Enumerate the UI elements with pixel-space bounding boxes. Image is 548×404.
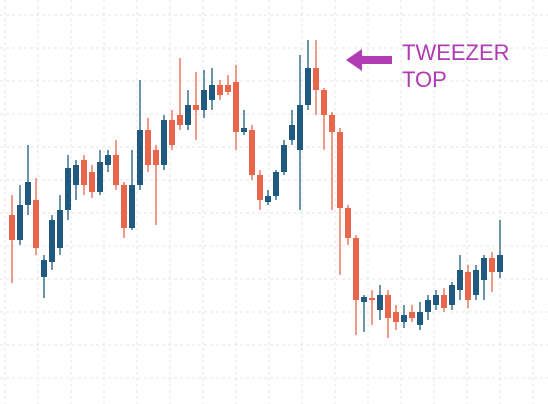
candle-body (401, 315, 407, 322)
candle-body (217, 85, 223, 95)
candle-body (33, 200, 39, 248)
horizontal-grid (0, 14, 548, 379)
candle-body (481, 258, 487, 280)
candle-body (345, 208, 351, 238)
candle-body (353, 238, 359, 300)
candle-body (393, 312, 399, 322)
candle-body (105, 155, 111, 165)
candle-body (137, 130, 143, 185)
candle-body (377, 295, 383, 310)
candle-body (441, 295, 447, 308)
candle-body (193, 105, 199, 110)
candle-body (289, 125, 295, 140)
candle-body (49, 220, 55, 262)
candle-body (145, 130, 151, 165)
candle-body (473, 270, 479, 295)
candle-body (369, 298, 375, 300)
candle-body (209, 85, 215, 100)
annotation-line: TWEEZER (402, 40, 510, 65)
candle-body (81, 160, 87, 185)
candle-body (297, 105, 303, 150)
candle-body (129, 185, 135, 228)
candle-body (161, 120, 167, 165)
candle-body (17, 205, 23, 240)
candle-body (97, 162, 103, 192)
candle-body (409, 312, 415, 318)
annotation-line: TOP (402, 67, 447, 92)
candle-body (185, 105, 191, 125)
candle-body (273, 172, 279, 196)
candle-body (281, 145, 287, 172)
candle-body (313, 68, 319, 90)
candle-body (41, 260, 47, 277)
vertical-grid (4, 0, 534, 404)
candle-body (385, 295, 391, 318)
candle-body (361, 297, 367, 302)
candle-body (73, 165, 79, 185)
candle-body (57, 210, 63, 248)
candle-body (153, 150, 159, 165)
candle-body (9, 215, 15, 240)
candle-body (465, 272, 471, 300)
candle-body (337, 132, 343, 208)
candle-body (121, 185, 127, 228)
candle-body (225, 85, 231, 92)
candle-body (321, 90, 327, 115)
candle-body (449, 285, 455, 305)
candle-body (305, 68, 311, 105)
candle-body (257, 175, 263, 200)
candle-body (89, 172, 95, 192)
candle-body (233, 82, 239, 132)
candle-body (425, 300, 431, 312)
candle-body (417, 312, 423, 325)
candles (9, 40, 503, 338)
candle-body (25, 182, 31, 205)
candle-body (265, 196, 271, 202)
candle-body (169, 120, 175, 145)
candle-body (65, 168, 71, 210)
candle-body (489, 258, 495, 272)
candle-body (177, 115, 183, 125)
candle-body (201, 90, 207, 110)
candle-body (249, 130, 255, 175)
candle-body (457, 270, 463, 290)
candle-body (241, 128, 247, 132)
annotation-arrow (346, 49, 392, 71)
candle-body (329, 115, 335, 132)
candle-body (497, 255, 503, 272)
candle-body (113, 155, 119, 185)
candle-body (433, 295, 439, 305)
